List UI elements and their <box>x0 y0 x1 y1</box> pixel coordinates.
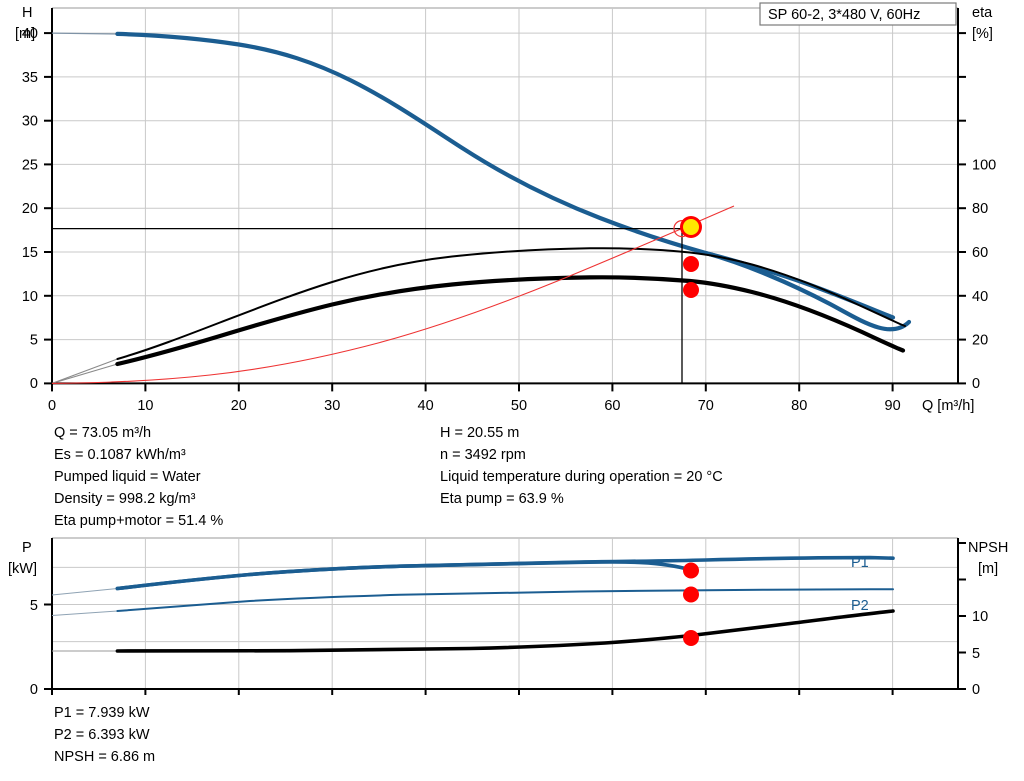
top-x-tick-0: 0 <box>48 398 56 414</box>
top-y-left-title-line1: H <box>22 5 32 21</box>
duty-point-p1 <box>683 562 699 579</box>
p2-label: P2 <box>851 598 869 614</box>
top-left-ticks <box>44 32 52 385</box>
bottom-y-right-title-line1: NPSH <box>968 540 1008 556</box>
p1-curve-main <box>115 555 895 591</box>
npsh-curve <box>115 609 895 653</box>
info-left-4: Eta pump+motor = 51.4 % <box>54 513 223 529</box>
bottom-y-left-title-line1: P <box>22 540 32 556</box>
top-left-tick-15: 15 <box>22 245 38 261</box>
info-right-2: Liquid temperature during operation = 20… <box>440 469 723 485</box>
top-x-tick-30: 30 <box>324 398 340 414</box>
top-y-right-title-line1: eta <box>972 5 993 21</box>
info-right-1: n = 3492 rpm <box>440 447 526 463</box>
info-right-3: Eta pump = 63.9 % <box>440 491 564 507</box>
bottom-right-tick-5: 5 <box>972 646 980 662</box>
pump-title-label: SP 60-2, 3*480 V, 60Hz <box>768 7 920 23</box>
bottom-y-right-title-line2: [m] <box>978 561 998 577</box>
bottom-right-ticks <box>958 542 966 690</box>
top-right-tick-20: 20 <box>972 333 988 349</box>
top-right-tick-80: 80 <box>972 201 988 217</box>
bottom-left-tick-5: 5 <box>30 598 38 614</box>
duty-point-eta-total <box>683 282 699 298</box>
p2-curve-leadin <box>51 610 118 617</box>
eta-total-leadin <box>51 363 118 384</box>
bottom-right-tick-10: 10 <box>972 609 988 625</box>
info-left-1: Es = 0.1087 kWh/m³ <box>54 447 186 463</box>
bottom-right-tick-0: 0 <box>972 682 980 698</box>
top-x-tick-40: 40 <box>418 398 434 414</box>
bottom-chart: 0 5 0 5 10 P [kW] NPSH [m <box>8 537 1008 698</box>
p1-curve-leadin <box>51 587 118 596</box>
info-bottom-2: NPSH = 6.86 m <box>54 749 155 765</box>
duty-point-npsh <box>683 630 699 646</box>
top-x-tick-80: 80 <box>791 398 807 414</box>
top-right-tick-100: 100 <box>972 157 996 173</box>
bottom-plot-area <box>52 538 958 690</box>
system-curve <box>51 205 735 384</box>
info-left-2: Pumped liquid = Water <box>54 469 201 485</box>
info-right-0: H = 20.55 m <box>440 425 519 441</box>
p1-label: P1 <box>851 555 869 571</box>
info-left-0: Q = 73.05 m³/h <box>54 425 151 441</box>
top-plot-area <box>52 8 958 394</box>
top-chart: 0 5 10 15 20 25 30 35 40 0 20 40 60 80 1… <box>15 2 996 414</box>
top-right-tick-60: 60 <box>972 245 988 261</box>
top-grid-horizontal <box>52 32 958 341</box>
top-left-tick-40: 40 <box>22 26 38 42</box>
top-x-title: Q [m³/h] <box>922 398 974 414</box>
top-y-left-title-line2: [m] <box>15 26 35 42</box>
top-y-right-title-line2: [%] <box>972 26 993 42</box>
info-bottom-1: P2 = 6.393 kW <box>54 727 150 743</box>
bottom-y-left-title-line2: [kW] <box>8 561 37 577</box>
bottom-x-ticks <box>51 689 894 695</box>
top-left-tick-30: 30 <box>22 114 38 130</box>
top-right-tick-0: 0 <box>972 376 980 392</box>
top-x-tick-20: 20 <box>231 398 247 414</box>
top-right-ticks <box>958 32 966 385</box>
duty-point-eta-pump <box>683 256 699 272</box>
top-right-tick-40: 40 <box>972 289 988 305</box>
eta-pump-motor-curve <box>115 275 906 367</box>
bottom-left-ticks <box>44 603 52 690</box>
top-left-tick-25: 25 <box>22 157 38 173</box>
top-x-tick-50: 50 <box>511 398 527 414</box>
bottom-left-tick-0: 0 <box>30 682 38 698</box>
top-left-tick-5: 5 <box>30 333 38 349</box>
top-x-ticks <box>51 383 894 392</box>
top-x-tick-90: 90 <box>885 398 901 414</box>
top-left-tick-20: 20 <box>22 201 38 217</box>
info-bottom-0: P1 = 7.939 kW <box>54 705 150 721</box>
pump-title-box <box>759 2 957 26</box>
duty-point-p2 <box>683 586 699 603</box>
head-curve-leadin <box>51 32 118 35</box>
eta-pump-leadin <box>51 358 118 384</box>
p2-curve <box>116 588 894 612</box>
info-block-middle: Q = 73.05 m³/h Es = 0.1087 kWh/m³ Pumped… <box>54 425 723 529</box>
top-left-tick-35: 35 <box>22 70 38 86</box>
head-curve <box>115 31 912 332</box>
bottom-grid-vertical <box>144 538 894 689</box>
top-left-tick-0: 0 <box>30 376 38 392</box>
top-x-tick-60: 60 <box>604 398 620 414</box>
top-x-tick-10: 10 <box>137 398 153 414</box>
eta-pump-curve <box>116 247 906 360</box>
info-block-bottom: P1 = 7.939 kW P2 = 6.393 kW NPSH = 6.86 … <box>54 705 155 765</box>
info-left-3: Density = 998.2 kg/m³ <box>54 491 196 507</box>
top-x-tick-70: 70 <box>698 398 714 414</box>
duty-point-head-inner <box>683 219 699 235</box>
top-left-tick-10: 10 <box>22 289 38 305</box>
